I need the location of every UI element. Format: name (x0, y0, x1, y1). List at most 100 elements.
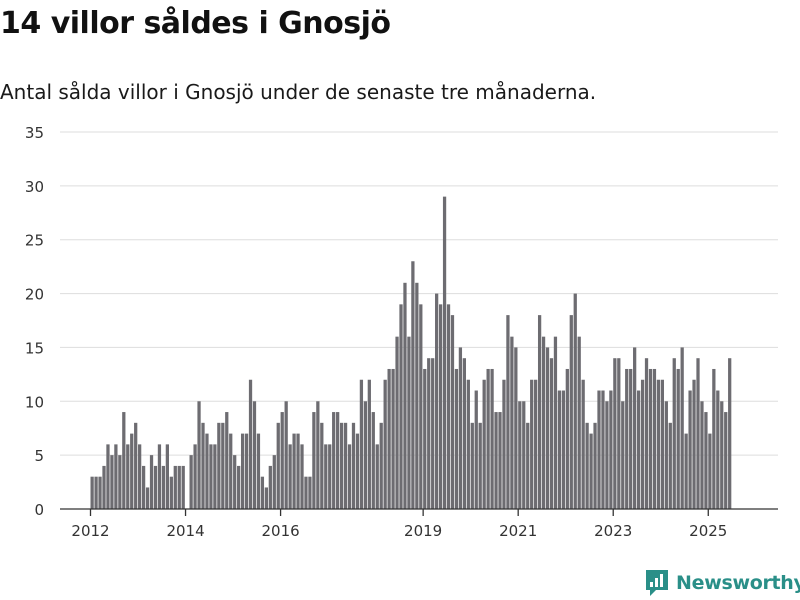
bar (438, 304, 443, 509)
bar (629, 368, 633, 509)
bar (704, 412, 708, 509)
bar (110, 455, 114, 509)
bar (565, 368, 569, 509)
bar (221, 422, 225, 509)
bar (601, 390, 605, 509)
bar (419, 304, 423, 509)
bar (229, 433, 233, 509)
bar (233, 455, 237, 509)
bar (585, 422, 589, 509)
bar (332, 412, 336, 509)
bar (351, 422, 356, 509)
bar (367, 379, 371, 509)
bar (126, 444, 130, 509)
bar (403, 282, 407, 509)
bar (177, 465, 181, 509)
bar (268, 465, 272, 509)
bar (514, 347, 518, 509)
bar (664, 401, 668, 509)
bar (292, 433, 296, 509)
bar (684, 433, 688, 509)
bar (324, 444, 328, 509)
y-tick-label: 30 (25, 178, 44, 196)
bar (625, 368, 629, 509)
bar (431, 358, 435, 509)
bar (237, 465, 241, 509)
bar (553, 336, 558, 509)
bar (141, 465, 146, 509)
y-tick-label: 35 (25, 124, 44, 142)
y-tick-label: 5 (34, 447, 44, 465)
bar (375, 444, 379, 509)
bar (371, 412, 375, 509)
bar (138, 444, 142, 509)
bar (712, 368, 716, 509)
bar (530, 379, 534, 509)
x-tick-label: 2023 (594, 522, 632, 540)
bar (427, 358, 431, 509)
bar (153, 465, 158, 509)
bar (296, 433, 300, 509)
bar (276, 422, 280, 509)
bar (355, 433, 360, 509)
bar (383, 379, 387, 509)
x-tick-label: 2016 (261, 522, 299, 540)
bar (189, 455, 193, 509)
bar (470, 422, 474, 509)
bar (248, 379, 253, 509)
x-tick-label: 2025 (689, 522, 727, 540)
bar (640, 379, 645, 509)
bar (676, 368, 680, 509)
bar (252, 401, 257, 509)
bar (256, 433, 261, 509)
bar (486, 368, 490, 509)
bar (458, 347, 463, 509)
bar (114, 444, 118, 509)
bar (336, 412, 340, 509)
y-tick-label: 10 (25, 393, 44, 411)
bar (672, 358, 676, 509)
x-tick-label: 2021 (499, 522, 537, 540)
bar (688, 390, 692, 509)
bar (541, 336, 546, 509)
bar (339, 422, 344, 509)
bar (415, 282, 419, 509)
bar (466, 379, 470, 509)
bar (692, 379, 696, 509)
bar (328, 444, 332, 509)
bar (605, 401, 609, 509)
bar (149, 455, 154, 509)
bar (581, 379, 585, 509)
x-tick-label: 2019 (404, 522, 442, 540)
bar (90, 476, 94, 509)
bar (660, 379, 664, 509)
bar (652, 368, 657, 509)
bar (442, 196, 447, 509)
bar (589, 433, 593, 509)
bar (260, 476, 265, 509)
bar (490, 368, 494, 509)
bar (474, 390, 478, 509)
bar (446, 304, 451, 509)
bar (454, 368, 459, 509)
bar (288, 444, 292, 509)
bar (320, 422, 324, 509)
bar (244, 433, 249, 509)
bar (617, 358, 621, 509)
bar (549, 358, 554, 509)
bar (478, 422, 482, 509)
bar (502, 379, 506, 509)
y-tick-label: 15 (25, 339, 44, 357)
bar (145, 487, 150, 509)
bar (680, 347, 684, 509)
bar (597, 390, 601, 509)
bar (510, 336, 514, 509)
newsworthy-logo-icon (646, 570, 668, 596)
bar (106, 444, 110, 509)
bar (118, 455, 122, 509)
bar (209, 444, 213, 509)
bar (696, 358, 700, 509)
bar (122, 412, 126, 509)
bar (700, 401, 704, 509)
bar (387, 368, 391, 509)
